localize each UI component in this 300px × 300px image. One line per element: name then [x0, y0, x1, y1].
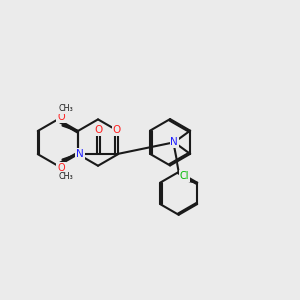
Text: N: N	[170, 137, 178, 147]
Text: O: O	[57, 112, 65, 122]
Text: O: O	[112, 125, 121, 135]
Text: N: N	[76, 149, 84, 159]
Text: CH₃: CH₃	[59, 104, 74, 113]
Text: O: O	[57, 163, 65, 173]
Text: Cl: Cl	[179, 171, 189, 181]
Text: O: O	[94, 125, 103, 135]
Text: CH₃: CH₃	[59, 172, 74, 181]
